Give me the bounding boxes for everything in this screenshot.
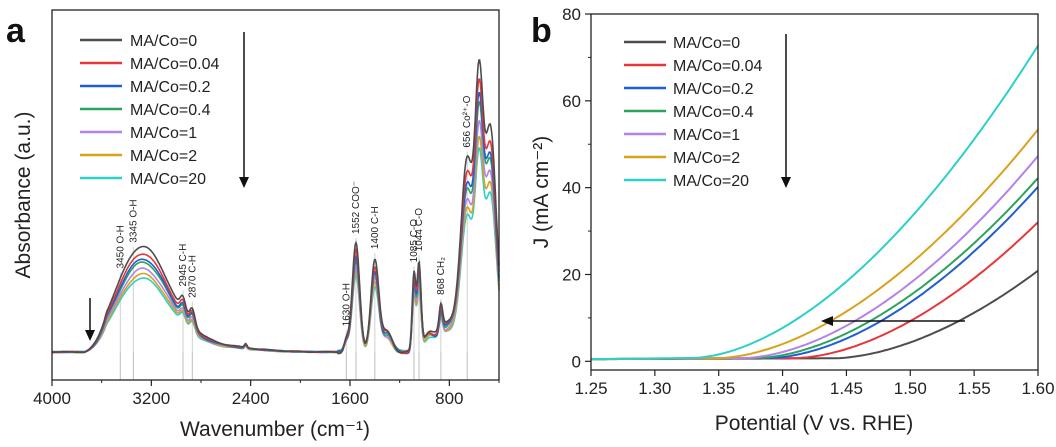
peak-label: 1630 O-H [341, 283, 352, 326]
panel-a-x-axis-title: Wavenumber (cm⁻¹) [180, 418, 370, 441]
x-tick-label: 800 [435, 389, 463, 408]
panel-b-trend-arrows [781, 34, 965, 326]
legend-label: MA/Co=0.4 [130, 102, 211, 119]
legend-label: MA/Co=0.04 [673, 58, 762, 75]
peak-label: 1400 C-H [370, 206, 381, 249]
peak-label: 868 CH₂ [436, 257, 447, 295]
x-tick-label: 1.55 [958, 379, 991, 398]
panel-a-legend: MA/Co=0 MA/Co=0.04 MA/Co=0.2 MA/Co=0.4 MA/Co… [80, 33, 219, 188]
x-tick-label: 4000 [33, 389, 71, 408]
legend-label: MA/Co=0 [130, 33, 197, 50]
peak-label: 3345 O-H [128, 199, 139, 242]
x-tick-label: 1.30 [638, 379, 671, 398]
peak-label: 1552 COO⁻ [351, 181, 362, 234]
legend-label: MA/Co=0 [673, 35, 740, 52]
x-tick-label: 3200 [132, 389, 170, 408]
y-tick-label: 20 [562, 265, 581, 284]
legend-label: MA/Co=0.2 [673, 81, 754, 98]
panel-a-frame [51, 9, 500, 381]
peak-label: 2945 C-H [178, 244, 189, 287]
peak-label: 2870 C-H [187, 255, 198, 298]
series-line-MA/Co=20 [591, 45, 1039, 361]
panel-a-x-ticks: 4000 3200 2400 1600 800 [33, 380, 500, 408]
legend-label: MA/Co=20 [673, 173, 749, 190]
panel-b-legend: MA/Co=0 MA/Co=0.04 MA/Co=0.2 MA/Co=0.4 MA/Co… [624, 35, 762, 190]
y-tick-label: 0 [572, 352, 581, 371]
y-tick-label: 80 [562, 5, 581, 24]
x-tick-label: 1.60 [1021, 379, 1054, 398]
peak-label: 1044 C-O [414, 208, 425, 252]
panel-b-series-lines [591, 45, 1039, 361]
peak-label: 656 Co²⁺-O [462, 95, 473, 147]
y-tick-label: 40 [562, 179, 581, 198]
panel-b-ticks: 1.25 1.30 1.35 1.40 1.45 1.50 1.55 1.60 0 20 40 60 8… [562, 5, 1054, 398]
panel-b-arrow-legend-head [781, 177, 791, 188]
peak-label: 3450 O-H [115, 225, 126, 268]
panel-a-arrow-shoulder-head [85, 330, 95, 341]
legend-label: MA/Co=20 [130, 171, 206, 188]
panel-b-frame [590, 13, 1039, 371]
panel-b-x-axis-title: Potential (V vs. RHE) [715, 412, 913, 435]
series-line-MA/Co=0.04 [51, 78, 500, 355]
x-tick-label: 2400 [232, 389, 270, 408]
legend-label: MA/Co=2 [673, 150, 740, 167]
series-line-MA/Co=1 [591, 155, 1039, 361]
legend-label: MA/Co=2 [130, 148, 197, 165]
x-tick-label: 1600 [331, 389, 369, 408]
legend-label: MA/Co=1 [130, 125, 197, 142]
legend-label: MA/Co=0.04 [130, 56, 219, 73]
series-line-MA/Co=0 [52, 59, 500, 355]
x-tick-label: 1.45 [830, 379, 863, 398]
panel-a-letter: a [6, 12, 26, 50]
legend-label: MA/Co=0.2 [130, 79, 211, 96]
panel-b-letter: b [531, 12, 552, 50]
panel-b-y-axis-title: J (mA cm⁻²) [530, 136, 553, 249]
y-tick-label: 60 [562, 92, 581, 111]
x-tick-label: 1.25 [574, 379, 607, 398]
legend-label: MA/Co=1 [673, 127, 740, 144]
panel-a-arrow-legend-head [239, 177, 249, 188]
legend-label: MA/Co=0.4 [673, 104, 754, 121]
x-tick-label: 1.35 [702, 379, 735, 398]
series-line-MA/Co=0.04 [591, 221, 1039, 361]
peak-label: 1085 C-O [409, 219, 420, 263]
panel-a-y-axis-title: Absorbance (a.u.) [12, 112, 35, 279]
x-tick-label: 1.50 [894, 379, 927, 398]
series-line-MA/Co=0.2 [591, 186, 1039, 361]
series-line-MA/Co=2 [591, 128, 1039, 361]
panel-b-arrow-onset-head [821, 316, 833, 326]
panel-a-series-lines [51, 59, 500, 355]
x-tick-label: 1.40 [766, 379, 799, 398]
panel-a-trend-arrows [85, 32, 249, 341]
